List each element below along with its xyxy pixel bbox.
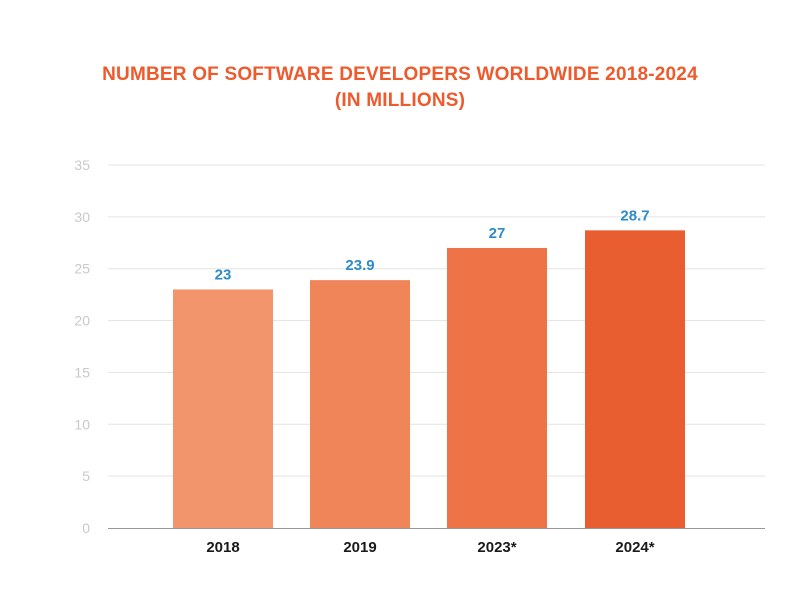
y-tick-label: 30 bbox=[74, 209, 90, 225]
y-tick-label: 35 bbox=[74, 157, 90, 173]
bar bbox=[585, 230, 685, 528]
x-tick-label: 2024* bbox=[615, 539, 654, 556]
chart-subtitle: (IN MILLIONS) bbox=[334, 90, 466, 111]
bar bbox=[173, 289, 273, 528]
chart-title-block: NUMBER OF SOFTWARE DEVELOPERS WORLDWIDE … bbox=[0, 62, 800, 114]
x-axis-ticks: 2018 2019 2023* 2024* bbox=[206, 539, 654, 556]
y-tick-label: 25 bbox=[74, 261, 90, 277]
x-tick-label: 2023* bbox=[477, 539, 516, 556]
bar bbox=[447, 247, 547, 528]
bar bbox=[310, 280, 410, 528]
y-tick-label: 10 bbox=[74, 416, 90, 432]
y-tick-label: 5 bbox=[82, 468, 90, 484]
y-axis-ticks: 0 5 10 15 20 25 30 35 bbox=[74, 157, 90, 536]
bars bbox=[173, 230, 685, 528]
data-label: 28.7 bbox=[620, 207, 649, 224]
chart-title: NUMBER OF SOFTWARE DEVELOPERS WORLDWIDE … bbox=[102, 64, 698, 85]
y-tick-label: 15 bbox=[74, 364, 90, 380]
y-tick-label: 20 bbox=[74, 313, 90, 329]
data-label: 27 bbox=[489, 225, 506, 242]
data-label: 23 bbox=[215, 266, 232, 283]
x-tick-label: 2019 bbox=[343, 539, 376, 556]
y-tick-label: 0 bbox=[82, 520, 90, 536]
data-labels: 23 23.9 27 28.7 bbox=[215, 207, 650, 283]
x-tick-label: 2018 bbox=[206, 539, 239, 556]
data-label: 23.9 bbox=[345, 257, 374, 274]
